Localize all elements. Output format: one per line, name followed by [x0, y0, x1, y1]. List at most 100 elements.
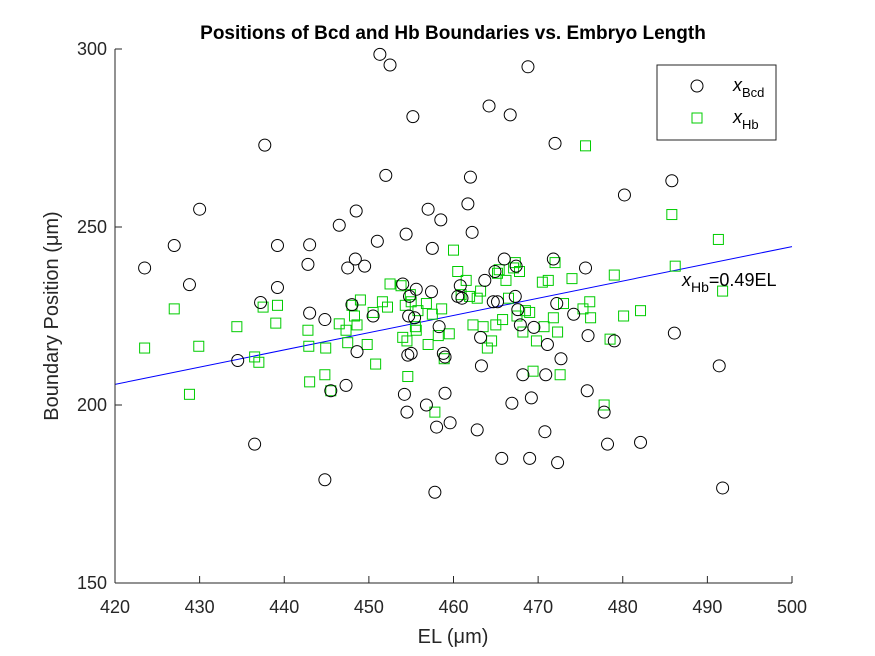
hb-point	[429, 406, 441, 418]
bcd-point	[339, 378, 353, 392]
bcd-point	[523, 451, 537, 465]
hb-point	[422, 338, 434, 350]
bcd-point	[580, 384, 594, 398]
bcd-point	[303, 238, 317, 252]
bcd-point	[524, 391, 538, 405]
x-tick-label: 490	[692, 597, 722, 617]
bcd-point	[712, 359, 726, 373]
bcd-point	[301, 257, 315, 271]
legend: xBcd xHb	[656, 64, 777, 141]
hb-point	[370, 358, 382, 370]
bcd-point	[521, 60, 535, 74]
hb-point	[580, 140, 592, 152]
bcd-point	[432, 320, 446, 334]
bcd-point	[430, 420, 444, 434]
bcd-point	[193, 202, 207, 216]
hb-point	[432, 330, 444, 342]
bcd-point	[425, 241, 439, 255]
x-tick-label: 460	[438, 597, 468, 617]
hb-point	[517, 326, 529, 338]
bcd-point	[254, 295, 268, 309]
x-tick-label: 420	[100, 597, 130, 617]
hb-series	[139, 140, 729, 418]
bcd-point	[399, 227, 413, 241]
fit-line	[114, 246, 793, 385]
bcd-point	[567, 307, 581, 321]
bcd-point	[434, 213, 448, 227]
hb-point	[455, 289, 467, 301]
hb-point	[669, 260, 681, 272]
bcd-point	[397, 387, 411, 401]
y-tick-label: 200	[77, 395, 107, 415]
bcd-point	[463, 170, 477, 184]
chart-title: Positions of Bcd and Hb Boundaries vs. E…	[200, 23, 706, 44]
bcd-point	[409, 282, 423, 296]
hb-point	[558, 298, 570, 310]
bcd-point	[461, 197, 475, 211]
bcd-point	[503, 108, 517, 122]
legend-label-bcd: xBcd	[732, 75, 764, 100]
fit-annotation-sub: Hb	[691, 279, 709, 295]
hb-point	[319, 369, 331, 381]
hb-point	[302, 324, 314, 336]
bcd-point	[438, 350, 452, 364]
bcd-point	[508, 289, 522, 303]
hb-point	[547, 312, 559, 324]
hb-point	[381, 301, 393, 313]
bcd-point	[248, 437, 262, 451]
hb-point	[183, 388, 195, 400]
bcd-point	[539, 368, 553, 382]
hb-point	[519, 305, 531, 317]
legend-marker-hb	[691, 112, 703, 124]
bcd-point	[667, 326, 681, 340]
hb-point	[598, 399, 610, 411]
hb-point	[452, 266, 464, 277]
hb-point	[712, 233, 724, 245]
bcd-point	[465, 225, 479, 239]
bcd-point	[482, 99, 496, 113]
hb-point	[717, 285, 729, 297]
bcd-point	[540, 337, 554, 351]
hb-point	[409, 321, 421, 333]
hb-point	[325, 385, 337, 397]
bcd-point	[408, 311, 422, 325]
bcd-point	[438, 386, 452, 400]
hb-point	[608, 269, 620, 281]
hb-point	[448, 244, 459, 256]
bcd-point	[474, 359, 488, 373]
bcd-point	[527, 320, 541, 334]
bcd-point	[258, 138, 272, 152]
bcd-point	[406, 110, 420, 124]
hb-point	[492, 267, 504, 279]
bcd-point	[597, 405, 611, 419]
hb-point	[139, 342, 151, 354]
fit-annotation-main: x	[681, 270, 692, 290]
hb-point	[168, 303, 180, 315]
hb-point	[420, 298, 432, 310]
bcd-point	[428, 485, 442, 499]
hb-point	[509, 257, 521, 269]
hb-point	[493, 264, 505, 276]
bcd-point	[554, 352, 568, 366]
bcd-point	[402, 309, 416, 323]
bcd-point	[548, 136, 562, 150]
bcd-point	[491, 295, 505, 309]
hb-point	[585, 312, 597, 324]
bcd-point	[318, 473, 332, 487]
bcd-point	[348, 252, 362, 266]
x-tick-label: 440	[269, 597, 299, 617]
bcd-point	[495, 451, 509, 465]
hb-point	[500, 274, 512, 286]
bcd-point	[379, 168, 393, 182]
hb-point	[231, 321, 243, 333]
bcd-point	[538, 425, 552, 439]
bcd-point	[509, 259, 523, 273]
fit-annotation: xHb=0.49EL	[681, 270, 776, 295]
bcd-point	[607, 334, 621, 348]
bcd-point	[497, 252, 511, 266]
hb-point	[481, 342, 493, 354]
x-tick-label: 450	[354, 597, 384, 617]
bcd-point	[318, 313, 332, 327]
bcd-point	[349, 204, 363, 218]
